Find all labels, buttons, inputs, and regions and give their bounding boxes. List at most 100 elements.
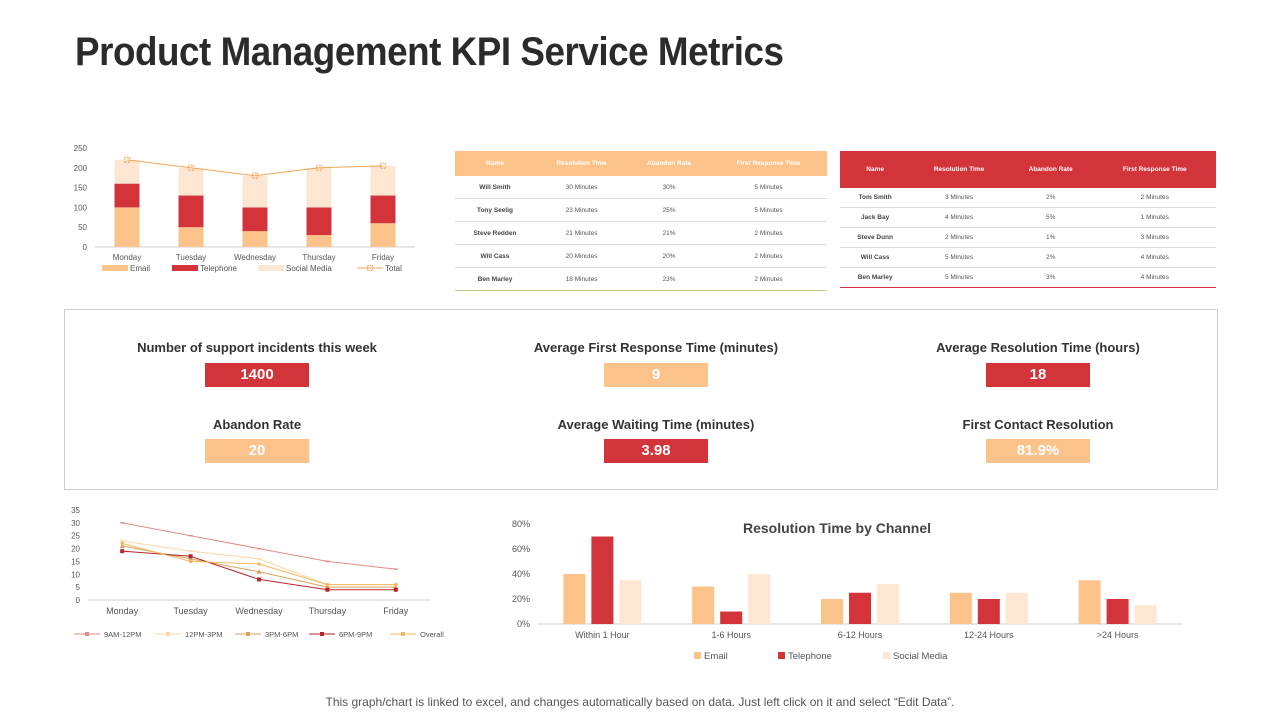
y-tick-label: 35	[71, 506, 80, 515]
legend-marker	[85, 632, 89, 636]
column-header: Name	[840, 151, 911, 188]
chart-title: Resolution Time by Channel	[743, 520, 931, 536]
table-row: Jack Bay 4 Minutes 5% 1 Minutes	[840, 207, 1216, 228]
bar-email	[306, 235, 332, 247]
y-tick-label: 40%	[512, 569, 530, 579]
legend-marker	[401, 632, 405, 636]
table-cell: Will Cass	[455, 244, 535, 268]
y-tick-label: 0%	[517, 619, 530, 629]
table-row: Tony Seelig 23 Minutes 25% 5 Minutes	[455, 198, 827, 222]
x-tick-label: Thursday	[309, 606, 347, 616]
point-marker	[393, 587, 398, 592]
legend-marker	[246, 632, 250, 636]
table-cell: 2%	[1007, 247, 1094, 268]
kpi-label: Abandon Rate	[212, 417, 302, 432]
table-cell: 20%	[628, 244, 710, 268]
bar-email	[949, 592, 972, 624]
legend-swatch	[778, 652, 785, 659]
y-tick-label: 20%	[512, 594, 530, 604]
table-cell: 2 Minutes	[710, 244, 827, 268]
bar-telephone	[178, 195, 204, 228]
agent-metrics-table-2: Name Resolution Time Abandon Rate First Res…	[840, 151, 1216, 288]
y-tick-label: 100	[74, 203, 88, 212]
table-cell: 3 Minutes	[910, 188, 1008, 208]
bar-telephone	[242, 207, 268, 232]
y-tick-label: 50	[78, 223, 87, 232]
point-marker	[257, 562, 261, 566]
x-tick-label: Monday	[113, 253, 141, 262]
legend-label: 9AM-12PM	[104, 630, 142, 639]
table-cell: 5 Minutes	[710, 176, 827, 199]
hourly-waiting-line-chart[interactable]: 0 5 10 15 20 25 30 35 Monday Tuesday Wednesday Thur…	[60, 500, 450, 650]
legend-label: 6PM-9PM	[339, 630, 372, 639]
y-tick-label: 60%	[512, 544, 530, 554]
bar-social-media	[370, 165, 396, 196]
column-header: First Response Time	[1093, 151, 1216, 188]
bar-telephone	[306, 207, 332, 236]
table-cell: 5%	[1007, 207, 1094, 228]
kpi-value: 9	[604, 363, 708, 387]
point-marker	[188, 556, 194, 561]
table-cell: Ben Marley	[455, 267, 535, 291]
bar-email	[1078, 580, 1101, 624]
legend-label: Social Media	[286, 264, 332, 273]
bar-telephone	[1106, 599, 1129, 624]
point-marker	[325, 582, 330, 587]
bar-telephone	[114, 183, 140, 208]
table-cell: 4 Minutes	[1093, 267, 1216, 288]
table-cell: 1%	[1007, 227, 1094, 248]
point-marker	[256, 569, 262, 574]
kpi-value: 3.98	[604, 439, 708, 463]
legend-label: 12PM-3PM	[185, 630, 223, 639]
bar-telephone	[977, 599, 1000, 624]
table-row: Will Cass 20 Minutes 20% 2 Minutes	[455, 244, 827, 268]
y-tick-label: 200	[74, 164, 88, 173]
bar-social-media	[1005, 592, 1028, 624]
footer-note: This graph/chart is linked to excel, and…	[325, 695, 955, 709]
x-tick-label: Tuesday	[174, 606, 209, 616]
y-tick-label: 0	[83, 243, 88, 252]
x-tick-label: Wednesday	[235, 606, 283, 616]
table-row: Ben Marley 5 Minutes 3% 4 Minutes	[840, 267, 1216, 288]
table-cell: 3 Minutes	[1093, 227, 1216, 248]
kpi-label: First Contact Resolution	[962, 417, 1114, 432]
legend-swatch	[258, 265, 284, 271]
kpi-label: Average Resolution Time (hours)	[936, 340, 1140, 355]
legend-label: Telephone	[788, 651, 832, 662]
bar-email	[114, 207, 140, 247]
x-tick-label: Wednesday	[234, 253, 276, 262]
x-tick-label: 6-12 Hours	[838, 630, 883, 640]
legend-label: Telephone	[200, 264, 237, 273]
point-marker	[257, 577, 261, 582]
table-cell: 2 Minutes	[910, 227, 1008, 248]
legend-swatch	[694, 652, 701, 659]
table-cell: Tony Seelig	[455, 198, 535, 222]
y-tick-label: 80%	[512, 519, 530, 529]
table-cell: 2 Minutes	[1093, 188, 1216, 208]
y-tick-label: 15	[71, 557, 80, 566]
daily-channel-stacked-chart[interactable]: 0 50 100 150 200 250 Monday Tuesday Wednesday Thu…	[60, 140, 430, 285]
legend-swatch	[883, 652, 890, 659]
x-tick-label: Friday	[372, 253, 394, 262]
bar-social-media	[1134, 605, 1157, 624]
resolution-by-channel-chart[interactable]: Resolution Time by Channel 0% 20% 40% 60% 80%…	[500, 510, 1200, 670]
table-cell: Will Smith	[455, 176, 535, 199]
bar-email	[370, 223, 396, 247]
table-cell: Ben Marley	[840, 267, 911, 288]
point-marker	[188, 559, 193, 564]
kpi-label: Number of support incidents this week	[137, 340, 377, 355]
bar-email	[692, 586, 715, 624]
legend-label: Overall	[420, 630, 444, 639]
x-tick-label: Friday	[383, 606, 409, 616]
table-row: Steve Dunn 2 Minutes 1% 3 Minutes	[840, 227, 1216, 248]
table-cell: 21%	[628, 221, 710, 245]
table-cell: 23 Minutes	[534, 198, 629, 222]
legend-label: 3PM-6PM	[265, 630, 298, 639]
legend-label: Social Media	[893, 651, 948, 662]
table-cell: Steve Redden	[455, 221, 535, 245]
column-header: Abandon Rate	[628, 151, 710, 176]
column-header: Name	[455, 151, 535, 176]
total-line	[126, 159, 384, 177]
legend-label: Total	[385, 264, 402, 273]
bar-social-media	[242, 175, 268, 208]
